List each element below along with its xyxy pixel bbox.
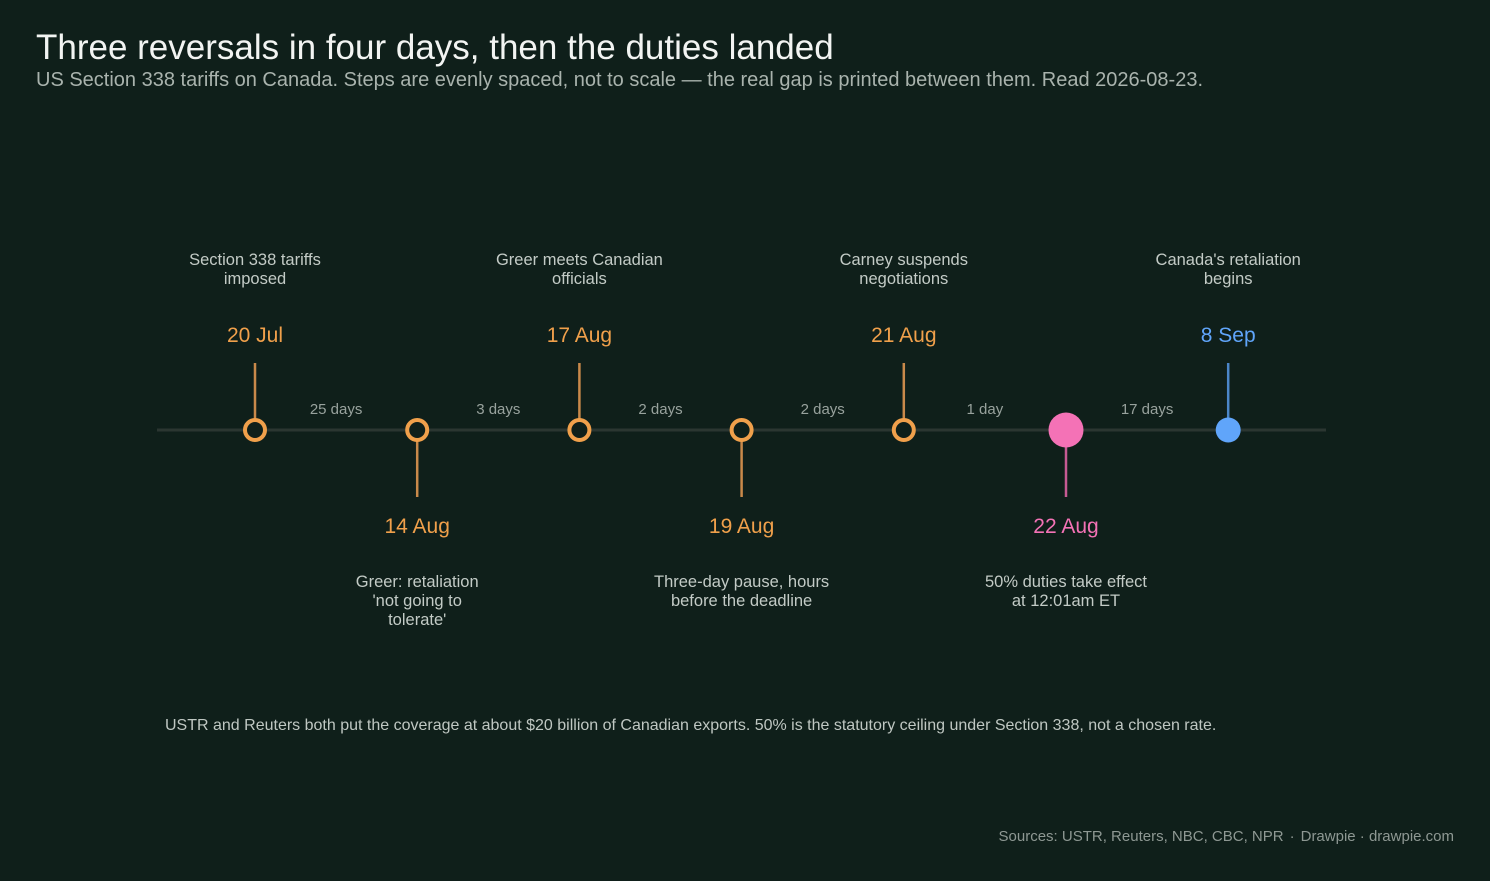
event-label-line: Greer: retaliation <box>356 573 479 591</box>
gap-label: 17 days <box>1121 401 1174 418</box>
event-date: 20 Jul <box>227 324 283 347</box>
gap-label: 1 day <box>967 401 1004 418</box>
event-marker <box>243 418 267 442</box>
event-label-line: at 12:01am ET <box>1012 592 1120 610</box>
event-date: 21 Aug <box>871 324 936 347</box>
gap-label: 3 days <box>476 401 520 418</box>
event-label-line: 50% duties take effect <box>985 573 1147 591</box>
event-label-line: begins <box>1204 270 1253 288</box>
event-marker <box>729 418 754 442</box>
event-marker <box>891 418 916 442</box>
event-label-line: imposed <box>224 270 286 288</box>
footnote: USTR and Reuters both put the coverage a… <box>165 717 1217 734</box>
event-label-line: officials <box>552 270 607 288</box>
event-date: 8 Sep <box>1201 324 1256 347</box>
event-label-line: Carney suspends <box>840 251 968 269</box>
event-label-line: Canada's retaliation <box>1156 251 1301 269</box>
page-title: Three reversals in four days, then the d… <box>36 28 834 67</box>
event-marker <box>405 418 430 442</box>
gap-label: 2 days <box>801 401 845 418</box>
event-date: 19 Aug <box>709 515 774 538</box>
sources-separator: · <box>1289 828 1295 845</box>
event-label-line: 'not going to <box>373 592 462 610</box>
gap-label: 2 days <box>638 401 682 418</box>
event-label-line: Section 338 tariffs <box>189 251 321 269</box>
event-label-line: Greer meets Canadian <box>496 251 663 269</box>
event-marker-effect <box>1048 412 1084 448</box>
event-date: 17 Aug <box>547 324 612 347</box>
gap-label: 25 days <box>310 401 363 418</box>
event-marker <box>567 418 592 442</box>
event-marker-future <box>1215 417 1241 443</box>
event-label-line: negotiations <box>859 270 948 288</box>
sources-line: Sources: USTR, Reuters, NBC, CBC, NPR · Dr… <box>999 828 1454 845</box>
credit-link[interactable]: Drawpie · drawpie.com <box>1300 828 1454 845</box>
event-label-line: Three-day pause, hours <box>654 573 829 591</box>
event-label-line: tolerate' <box>388 611 446 629</box>
sources-text: Sources: USTR, Reuters, NBC, CBC, NPR <box>998 828 1284 845</box>
event-label-line: before the deadline <box>671 592 812 610</box>
event-date: 22 Aug <box>1033 515 1098 538</box>
page-subtitle: US Section 338 tariffs on Canada. Steps … <box>36 69 1204 91</box>
event-date: 14 Aug <box>384 515 449 538</box>
